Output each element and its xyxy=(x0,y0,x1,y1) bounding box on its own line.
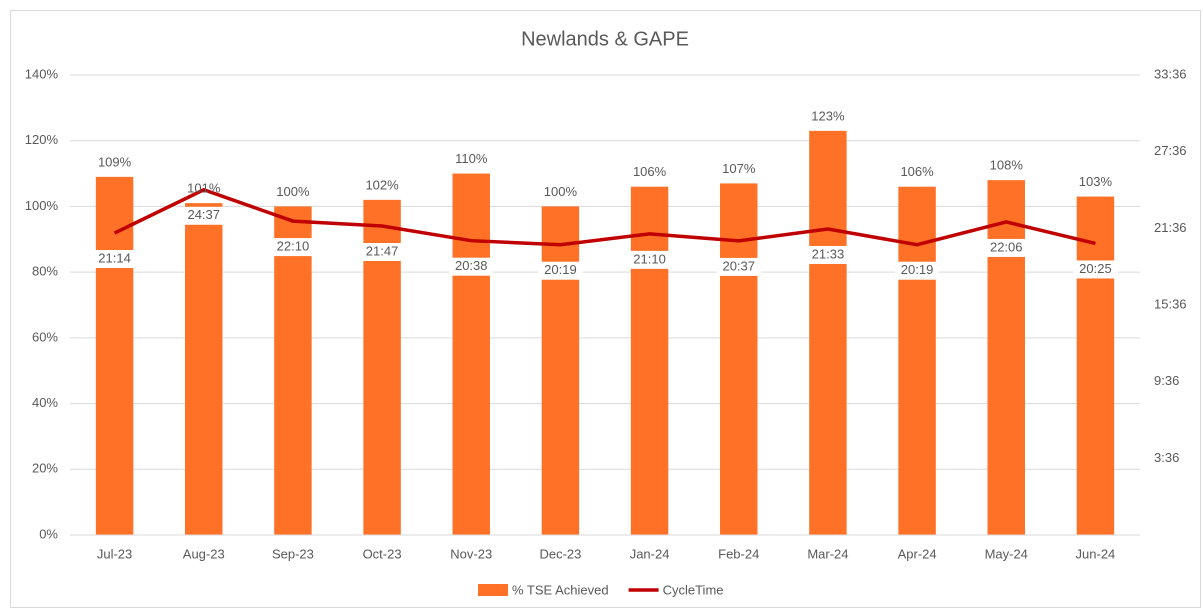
bar xyxy=(274,206,312,535)
y2-tick-label: 33:36 xyxy=(1154,66,1187,81)
bar-value-label: 103% xyxy=(1079,174,1113,189)
label-bg xyxy=(181,206,226,225)
label-bg xyxy=(895,261,940,280)
x-tick-label: Aug-23 xyxy=(183,546,225,561)
line xyxy=(113,187,1096,247)
bar-value-label: 100% xyxy=(276,184,310,199)
legend-swatch xyxy=(478,584,508,596)
line-value-label: 22:10 xyxy=(277,239,310,254)
x-tick-label: Dec-23 xyxy=(539,546,581,561)
label-bg xyxy=(1073,260,1118,279)
bar-value-label: 101% xyxy=(187,181,221,196)
label-bg xyxy=(449,257,494,276)
line-value-label: 21:47 xyxy=(366,243,399,258)
label-bg xyxy=(984,238,1029,257)
y2-tick-label: 21:36 xyxy=(1154,220,1187,235)
line-value-label: 20:25 xyxy=(1079,261,1112,276)
bar-value-label: 123% xyxy=(811,108,845,123)
line-value-label: 20:38 xyxy=(455,258,488,273)
bar xyxy=(452,173,490,536)
line-value-label: 21:14 xyxy=(98,250,131,265)
line-value-label: 21:33 xyxy=(812,246,845,261)
y-tick-label: 60% xyxy=(32,329,58,344)
y2-tick-label: 9:36 xyxy=(1154,373,1179,388)
line-value-label: 20:37 xyxy=(722,258,755,273)
legend-label: % TSE Achieved xyxy=(512,582,609,597)
bar-value-label: 106% xyxy=(900,164,934,179)
bar xyxy=(630,186,669,535)
x-tick-label: Jul-23 xyxy=(97,546,132,561)
y2-tick-label: 3:36 xyxy=(1154,450,1179,465)
x-tick-label: Sep-23 xyxy=(272,546,314,561)
y-tick-label: 20% xyxy=(32,461,58,476)
bar xyxy=(809,130,847,535)
y-tick-label: 120% xyxy=(25,132,59,147)
bar xyxy=(987,180,1025,535)
label-bg xyxy=(270,238,315,257)
label-bg xyxy=(92,250,137,269)
y2-tick-label: 15:36 xyxy=(1154,296,1187,311)
x-tick-label: Apr-24 xyxy=(898,546,937,561)
y2-tick-label: 27:36 xyxy=(1154,143,1187,158)
bar-value-label: 106% xyxy=(633,164,667,179)
line-value-label: 22:06 xyxy=(990,239,1023,254)
line-value-label: 24:37 xyxy=(187,207,220,222)
line-value-label: 21:10 xyxy=(633,251,666,266)
y-tick-label: 100% xyxy=(25,198,59,213)
bar xyxy=(1076,196,1115,536)
x-tick-label: Jan-24 xyxy=(630,546,670,561)
x-tick-label: May-24 xyxy=(985,546,1028,561)
line-value-label: 20:19 xyxy=(544,262,577,277)
label-bg xyxy=(360,242,405,261)
bar xyxy=(95,176,134,535)
x-tick-label: Feb-24 xyxy=(718,546,759,561)
legend-label: CycleTime xyxy=(663,582,724,597)
label-bg xyxy=(805,245,850,264)
y-tick-label: 140% xyxy=(25,66,59,81)
label-bg xyxy=(538,261,583,280)
x-tick-label: Oct-23 xyxy=(363,546,402,561)
y-tick-label: 0% xyxy=(39,526,58,541)
bar-value-label: 110% xyxy=(455,151,488,166)
bar-value-label: 109% xyxy=(98,154,132,169)
x-tick-label: Mar-24 xyxy=(807,546,848,561)
bar-value-label: 100% xyxy=(544,184,578,199)
label-bg xyxy=(627,250,672,269)
bar xyxy=(720,183,758,535)
bar-value-label: 102% xyxy=(365,177,399,192)
y-tick-label: 80% xyxy=(32,264,58,279)
y-tick-label: 40% xyxy=(32,395,58,410)
bar xyxy=(898,186,936,535)
bar-value-label: 108% xyxy=(990,158,1024,173)
chart-title: Newlands & GAPE xyxy=(521,28,689,50)
line-value-label: 20:19 xyxy=(901,262,934,277)
bar-value-label: 107% xyxy=(722,161,756,176)
label-bg xyxy=(716,257,761,276)
x-tick-label: Nov-23 xyxy=(450,546,492,561)
bar xyxy=(185,203,223,535)
bar xyxy=(541,206,580,535)
x-tick-label: Jun-24 xyxy=(1076,546,1116,561)
